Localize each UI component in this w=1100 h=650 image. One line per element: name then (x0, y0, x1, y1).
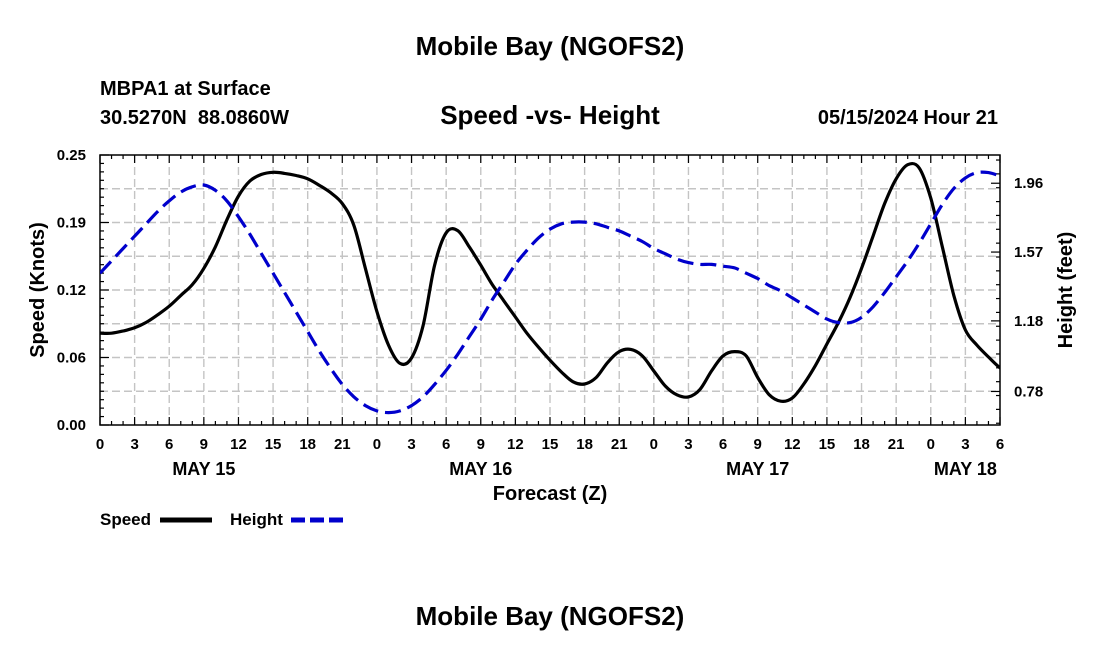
y-tick-label-right: 1.57 (1014, 244, 1043, 261)
x-tick-label: 3 (407, 436, 415, 453)
x-tick-label: 21 (611, 436, 628, 453)
bottom-title: Mobile Bay (NGOFS2) (416, 601, 685, 631)
series-line-height (100, 170, 1000, 415)
station-coords: 30.5270N 88.0860W (100, 107, 289, 129)
legend: Speed Height (100, 510, 343, 529)
legend-height-label: Height (230, 510, 283, 529)
x-tick-label: 21 (888, 436, 905, 453)
x-date-label: MAY 17 (726, 459, 789, 479)
y-tick-label-right: 1.18 (1014, 313, 1043, 330)
label-layer: 0 3 6 9 12 15 18 21 0 3 6 9 12 15 18 21 0 3 6 9 12 15 18 21 0 3 6 M… (57, 147, 1043, 479)
x-tick-label: 12 (784, 436, 801, 453)
legend-speed-label: Speed (100, 510, 151, 529)
x-tick-label: 18 (853, 436, 870, 453)
x-tick-label: 6 (996, 436, 1004, 453)
x-tick-label: 18 (576, 436, 593, 453)
series-clip-group (100, 161, 1000, 415)
x-date-label: MAY 15 (172, 459, 235, 479)
x-tick-label: 0 (927, 436, 935, 453)
x-tick-label: 6 (165, 436, 173, 453)
x-tick-label: 0 (373, 436, 381, 453)
y-tick-label-left: 0.25 (57, 147, 86, 164)
grid-layer (100, 155, 1000, 425)
x-tick-label: 15 (542, 436, 559, 453)
x-tick-label: 9 (477, 436, 485, 453)
axis-layer (99, 154, 1001, 426)
run-time: 05/15/2024 Hour 21 (818, 107, 998, 129)
x-axis-label: Forecast (Z) (493, 483, 607, 505)
y-axis-right-label: Height (feet) (1055, 232, 1077, 349)
x-tick-label: 3 (684, 436, 692, 453)
y-tick-label-right: 0.78 (1014, 383, 1043, 400)
y-tick-label-left: 0.06 (57, 350, 86, 367)
x-tick-label: 21 (334, 436, 351, 453)
x-date-label: MAY 18 (934, 459, 997, 479)
y-tick-label-right: 1.96 (1014, 175, 1043, 192)
chart-subtitle: Speed -vs- Height (440, 100, 660, 130)
chart-title: Mobile Bay (NGOFS2) (416, 31, 685, 61)
series-layer (100, 161, 1000, 415)
x-tick-label: 0 (96, 436, 104, 453)
x-tick-label: 6 (442, 436, 450, 453)
y-tick-label-left: 0.00 (57, 417, 86, 434)
y-tick-label-left: 0.12 (57, 282, 86, 299)
x-tick-label: 12 (507, 436, 524, 453)
x-tick-label: 15 (265, 436, 282, 453)
x-tick-label: 18 (299, 436, 316, 453)
y-axis-left-label: Speed (Knots) (27, 222, 49, 358)
y-tick-label-left: 0.19 (57, 215, 86, 232)
x-tick-label: 12 (230, 436, 247, 453)
x-tick-label: 3 (961, 436, 969, 453)
series-line-speed (100, 161, 1000, 403)
x-tick-label: 9 (754, 436, 762, 453)
station-name: MBPA1 at Surface (100, 78, 271, 100)
x-tick-label: 9 (200, 436, 208, 453)
x-tick-label: 0 (650, 436, 658, 453)
x-tick-label: 6 (719, 436, 727, 453)
x-date-label: MAY 16 (449, 459, 512, 479)
x-tick-label: 3 (130, 436, 138, 453)
x-tick-label: 15 (819, 436, 836, 453)
